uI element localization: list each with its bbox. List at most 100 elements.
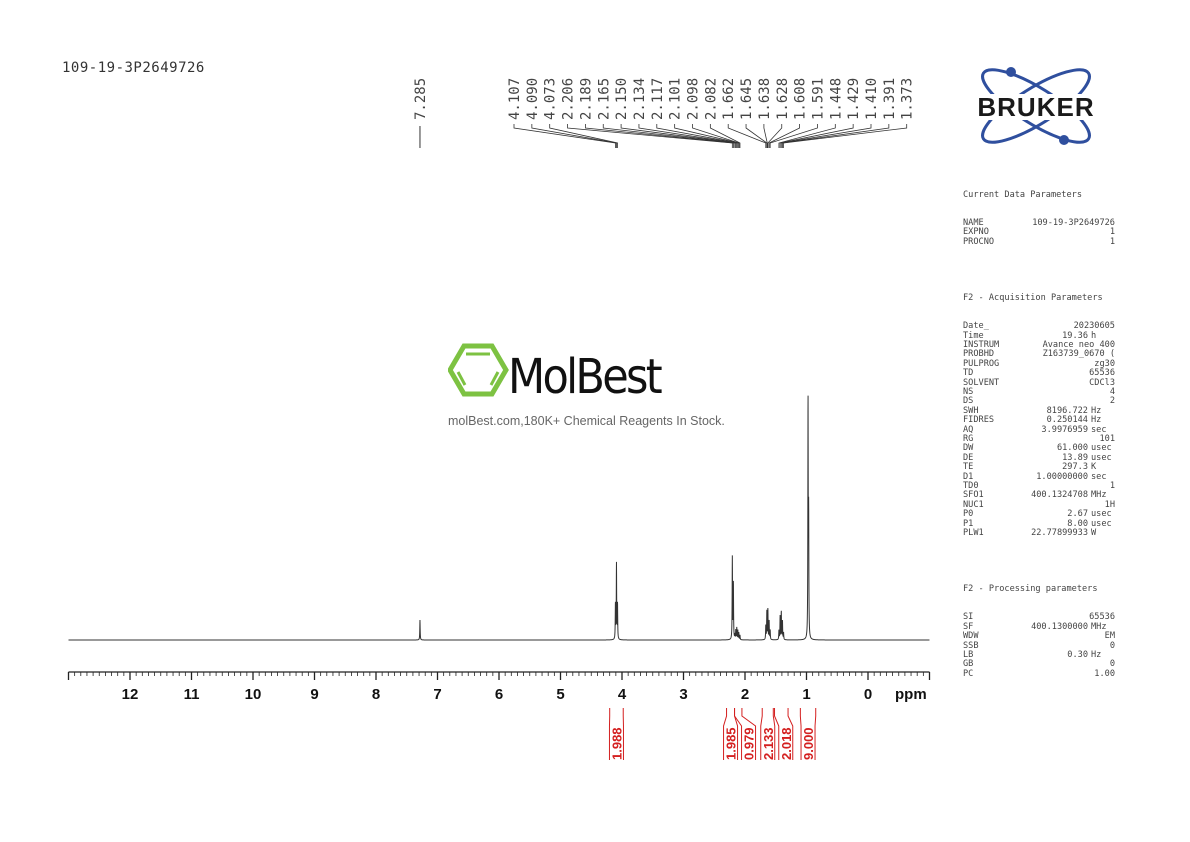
peak-label-line	[620, 124, 737, 148]
proc-params-title: F2 - Processing parameters	[963, 584, 1098, 595]
param-unit: usec	[1091, 509, 1112, 520]
peak-label: 2.082	[703, 78, 719, 120]
param-unit: MHz	[1091, 621, 1107, 632]
param-value: 65536	[1089, 368, 1115, 379]
peak-label-line	[602, 124, 736, 148]
param-value: 109-19-3P2649726	[1032, 218, 1115, 229]
peak-label-line	[779, 124, 854, 148]
param-key: TD0	[963, 481, 979, 491]
param-value: 400.1324708	[1031, 490, 1088, 501]
param-unit: Hz	[1091, 405, 1102, 416]
param-value: 22.77899933	[1031, 528, 1088, 539]
param-value: zg30	[1094, 358, 1115, 369]
integral-value: 1.988	[609, 727, 624, 760]
param-row: P0 2.67 usec	[963, 509, 1115, 520]
param-unit: h	[1091, 330, 1097, 341]
tick-label: 8	[372, 686, 380, 703]
peak-label: 1.410	[864, 78, 880, 120]
integral-value: 0.979	[742, 727, 757, 760]
param-row: INSTRUM Avance neo 400	[963, 340, 1115, 350]
param-unit: W	[1091, 528, 1097, 539]
param-key: TD	[963, 368, 974, 379]
acq-params-title: F2 - Acquisition Parameters	[963, 292, 1103, 303]
param-row: EXPNO 1	[963, 228, 1115, 238]
param-value: 0.30	[1067, 649, 1088, 660]
param-value: 400.1300000	[1031, 621, 1088, 632]
param-key: AQ	[963, 424, 974, 435]
param-key: NAME	[963, 218, 984, 229]
peak-label-line	[692, 124, 740, 148]
peak-label-line	[783, 124, 908, 148]
param-row: P1 8.00 usec	[963, 518, 1115, 529]
peak-label: 4.107	[507, 78, 523, 120]
param-unit: sec	[1091, 471, 1107, 482]
param-value: 101	[1099, 433, 1115, 444]
tick-label: 7	[433, 686, 441, 703]
param-row: SF 400.1300000 MHz	[963, 621, 1115, 632]
peak-label-line	[780, 124, 872, 148]
param-row: NUC1 1H	[963, 499, 1115, 510]
peak-label-line	[745, 124, 768, 148]
integral-bracket	[772, 708, 776, 760]
param-row: PROBHD Z163739_0670 (	[963, 349, 1115, 359]
param-row: GB 0	[963, 659, 1115, 670]
param-value: 0	[1109, 640, 1115, 651]
param-row: SFO1 400.1324708 MHz	[963, 490, 1115, 501]
param-value: 65536	[1089, 612, 1115, 623]
peak-label-line	[767, 124, 783, 148]
peak-label-line	[638, 124, 738, 148]
integral-bracket	[787, 708, 794, 760]
tick-label: 1	[802, 686, 810, 703]
param-row: TD 65536	[963, 368, 1115, 379]
param-key: SSB	[963, 640, 979, 651]
param-key: LB	[963, 649, 974, 660]
peak-label-line	[727, 124, 767, 148]
param-key: D1	[963, 471, 974, 482]
param-key: DS	[963, 396, 974, 407]
param-value: 8.00	[1067, 518, 1088, 529]
peak-label: 1.429	[846, 78, 862, 120]
integral-bracket	[799, 708, 802, 760]
spectrum-line	[68, 395, 930, 641]
tick-label: 6	[495, 686, 503, 703]
x-axis: 12 11 10 9 8 7 6 5 4 3 2 1 0	[67, 671, 931, 703]
param-value: 1H	[1104, 499, 1115, 510]
param-value: 4	[1109, 386, 1115, 397]
param-key: SFO1	[963, 490, 984, 501]
param-key: DW	[963, 443, 974, 454]
param-key: NS	[963, 386, 974, 397]
peak-label-line	[549, 124, 618, 148]
watermark-tagline: molBest.com,180K+ Chemical Reagents In S…	[448, 414, 725, 428]
peak-label: 2.098	[686, 78, 702, 120]
tick-label: 0	[864, 686, 872, 703]
peak-label: 1.373	[900, 78, 916, 120]
peak-label-line	[709, 124, 741, 148]
peak-label: 7.285	[413, 78, 429, 120]
param-value: 61.000	[1056, 443, 1088, 454]
param-row: LB 0.30 Hz	[963, 649, 1115, 660]
param-row: AQ 3.9976959 sec	[963, 424, 1115, 435]
param-value: 0	[1109, 659, 1115, 670]
peak-labels: 7.285 4.107 4.090 4.073 2.206 2.189 2.165 2.150…	[413, 78, 916, 148]
param-key: RG	[963, 433, 974, 444]
peak-label: 1.608	[793, 78, 809, 120]
peak-label-line	[567, 124, 733, 148]
param-value: 0.250144	[1046, 415, 1088, 426]
param-key: NUC1	[963, 499, 984, 510]
peak-label: 1.448	[828, 78, 844, 120]
peak-label-line	[778, 124, 836, 148]
param-row: TD0 1	[963, 481, 1115, 491]
param-row: Date_ 20230605	[963, 321, 1115, 331]
param-key: P1	[963, 518, 974, 529]
param-row: DS 2	[963, 396, 1115, 407]
peak-label: 2.206	[561, 78, 577, 120]
param-row: PC 1.00	[963, 669, 1115, 679]
param-value: 1.00000000	[1036, 471, 1088, 482]
integral-value: 1.985	[724, 727, 739, 760]
param-unit: Hz	[1091, 649, 1102, 660]
tick-label: 4	[618, 686, 627, 703]
param-value: CDCl3	[1089, 377, 1115, 388]
peak-label-line	[531, 124, 617, 148]
param-row: SWH 8196.722 Hz	[963, 405, 1115, 416]
peak-label-line	[769, 124, 818, 148]
